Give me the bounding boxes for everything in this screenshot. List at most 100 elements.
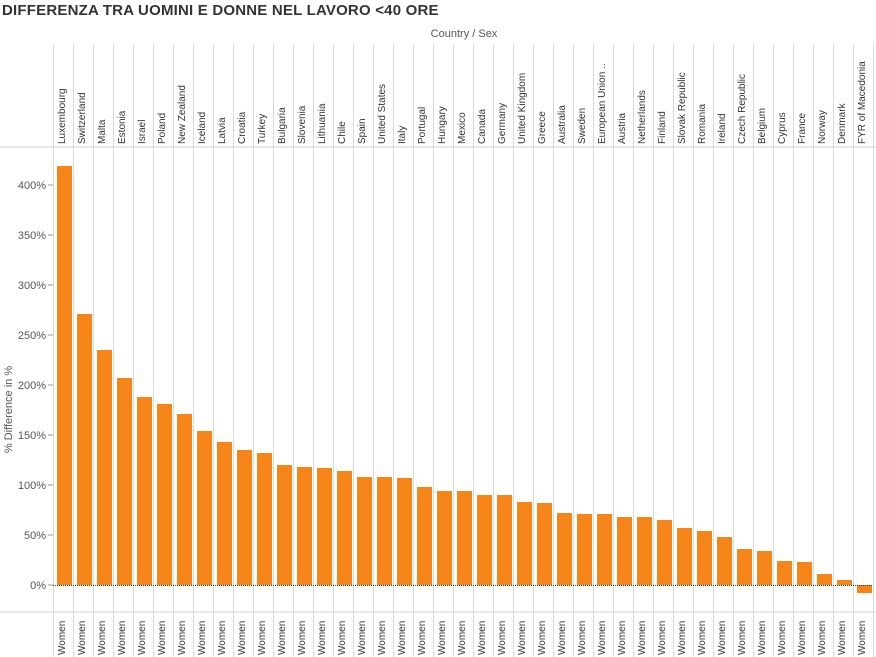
country-label: Finland	[657, 111, 668, 144]
y-tick-label: 0%	[30, 580, 46, 592]
bar-spain	[357, 477, 372, 585]
country-label: United Kingdom	[517, 73, 528, 144]
sex-label: Women	[217, 621, 228, 655]
bar-belgium	[757, 551, 772, 585]
sex-label: Women	[337, 621, 348, 655]
country-label: Australia	[557, 105, 568, 144]
country-label: Slovenia	[297, 105, 308, 144]
country-label: United States	[377, 84, 388, 144]
bar-united-states	[377, 477, 392, 585]
y-tick-label: 250%	[18, 330, 46, 342]
y-tick-label: 150%	[18, 430, 46, 442]
bar-united-kingdom	[517, 502, 532, 585]
bar-slovenia	[297, 467, 312, 585]
country-label: Poland	[157, 113, 168, 144]
bar-czech-republic	[737, 549, 752, 585]
country-label: Denmark	[837, 102, 848, 144]
country-label: Netherlands	[637, 90, 648, 144]
chart-title: DIFFERENZA TRA UOMINI E DONNE NEL LAVORO…	[2, 2, 439, 19]
bar-malta	[97, 350, 112, 585]
country-label: Norway	[817, 110, 828, 144]
bar-mexico	[457, 491, 472, 585]
country-label: Slovak Republic	[677, 72, 688, 144]
y-tick-label: 300%	[18, 280, 46, 292]
y-axis-title: % Difference in %	[3, 366, 15, 453]
country-label: Greece	[537, 111, 548, 144]
sex-label: Women	[617, 621, 628, 655]
sex-label: Women	[137, 621, 148, 655]
bar-switzerland	[77, 314, 92, 585]
bar-sweden	[577, 514, 592, 585]
sex-label: Women	[597, 621, 608, 655]
sex-label: Women	[557, 621, 568, 655]
sex-label: Women	[257, 621, 268, 655]
bar-croatia	[237, 450, 252, 585]
sex-label: Women	[817, 621, 828, 655]
country-label: FYR of Macedonia	[857, 61, 868, 144]
country-label: Switzerland	[77, 92, 88, 144]
country-label: Belgium	[757, 108, 768, 144]
country-label: Latvia	[217, 117, 228, 144]
country-label: Lithuania	[317, 103, 328, 144]
bar-denmark	[837, 580, 852, 585]
bar-lithuania	[317, 468, 332, 585]
bar-netherlands	[637, 517, 652, 585]
sex-label: Women	[297, 621, 308, 655]
bar-poland	[157, 404, 172, 585]
sex-label: Women	[417, 621, 428, 655]
sex-label: Women	[857, 621, 868, 655]
bar-romania	[697, 531, 712, 585]
country-label: Chile	[337, 121, 348, 144]
country-label: Portugal	[417, 107, 428, 144]
country-label: Croatia	[237, 111, 248, 144]
country-label: Germany	[497, 103, 508, 144]
sex-label: Women	[637, 621, 648, 655]
bar-austria	[617, 517, 632, 585]
sex-label: Women	[57, 621, 68, 655]
sex-label: Women	[717, 621, 728, 655]
country-label: Ireland	[717, 113, 728, 144]
bar-canada	[477, 495, 492, 585]
sex-label: Women	[517, 621, 528, 655]
country-label: Romania	[697, 104, 708, 144]
bar-germany	[497, 495, 512, 585]
country-label: Hungary	[437, 106, 448, 144]
bar-slovak-republic	[677, 528, 692, 585]
bar-australia	[557, 513, 572, 585]
sex-label: Women	[577, 621, 588, 655]
bar-portugal	[417, 487, 432, 585]
country-label: Austria	[617, 112, 628, 144]
y-tick-label: 400%	[18, 180, 46, 192]
sex-label: Women	[657, 621, 668, 655]
bar-iceland	[197, 431, 212, 585]
bar-finland	[657, 520, 672, 585]
country-label: Luxembourg	[57, 88, 68, 144]
sex-label: Women	[737, 621, 748, 655]
country-label: Czech Republic	[737, 74, 748, 144]
sex-label: Women	[97, 621, 108, 655]
sex-label: Women	[197, 621, 208, 655]
sex-label: Women	[357, 621, 368, 655]
sex-label: Women	[497, 621, 508, 655]
y-tick-label: 350%	[18, 230, 46, 242]
bar-bulgaria	[277, 465, 292, 585]
bar-ireland	[717, 537, 732, 585]
sex-label: Women	[157, 621, 168, 655]
sex-label: Women	[437, 621, 448, 655]
bar-latvia	[217, 442, 232, 585]
sex-label: Women	[537, 621, 548, 655]
country-label: European Union ..	[597, 63, 608, 144]
country-label: Italy	[397, 126, 408, 144]
bar-new-zealand	[177, 414, 192, 585]
bar-estonia	[117, 378, 132, 585]
sex-label: Women	[797, 621, 808, 655]
country-label: Sweden	[577, 108, 588, 144]
bar-european-union-	[597, 514, 612, 585]
country-label: Estonia	[117, 110, 128, 144]
bar-hungary	[437, 491, 452, 585]
sex-label: Women	[837, 621, 848, 655]
country-label: Malta	[97, 119, 108, 144]
sex-label: Women	[757, 621, 768, 655]
country-label: Mexico	[457, 112, 468, 144]
